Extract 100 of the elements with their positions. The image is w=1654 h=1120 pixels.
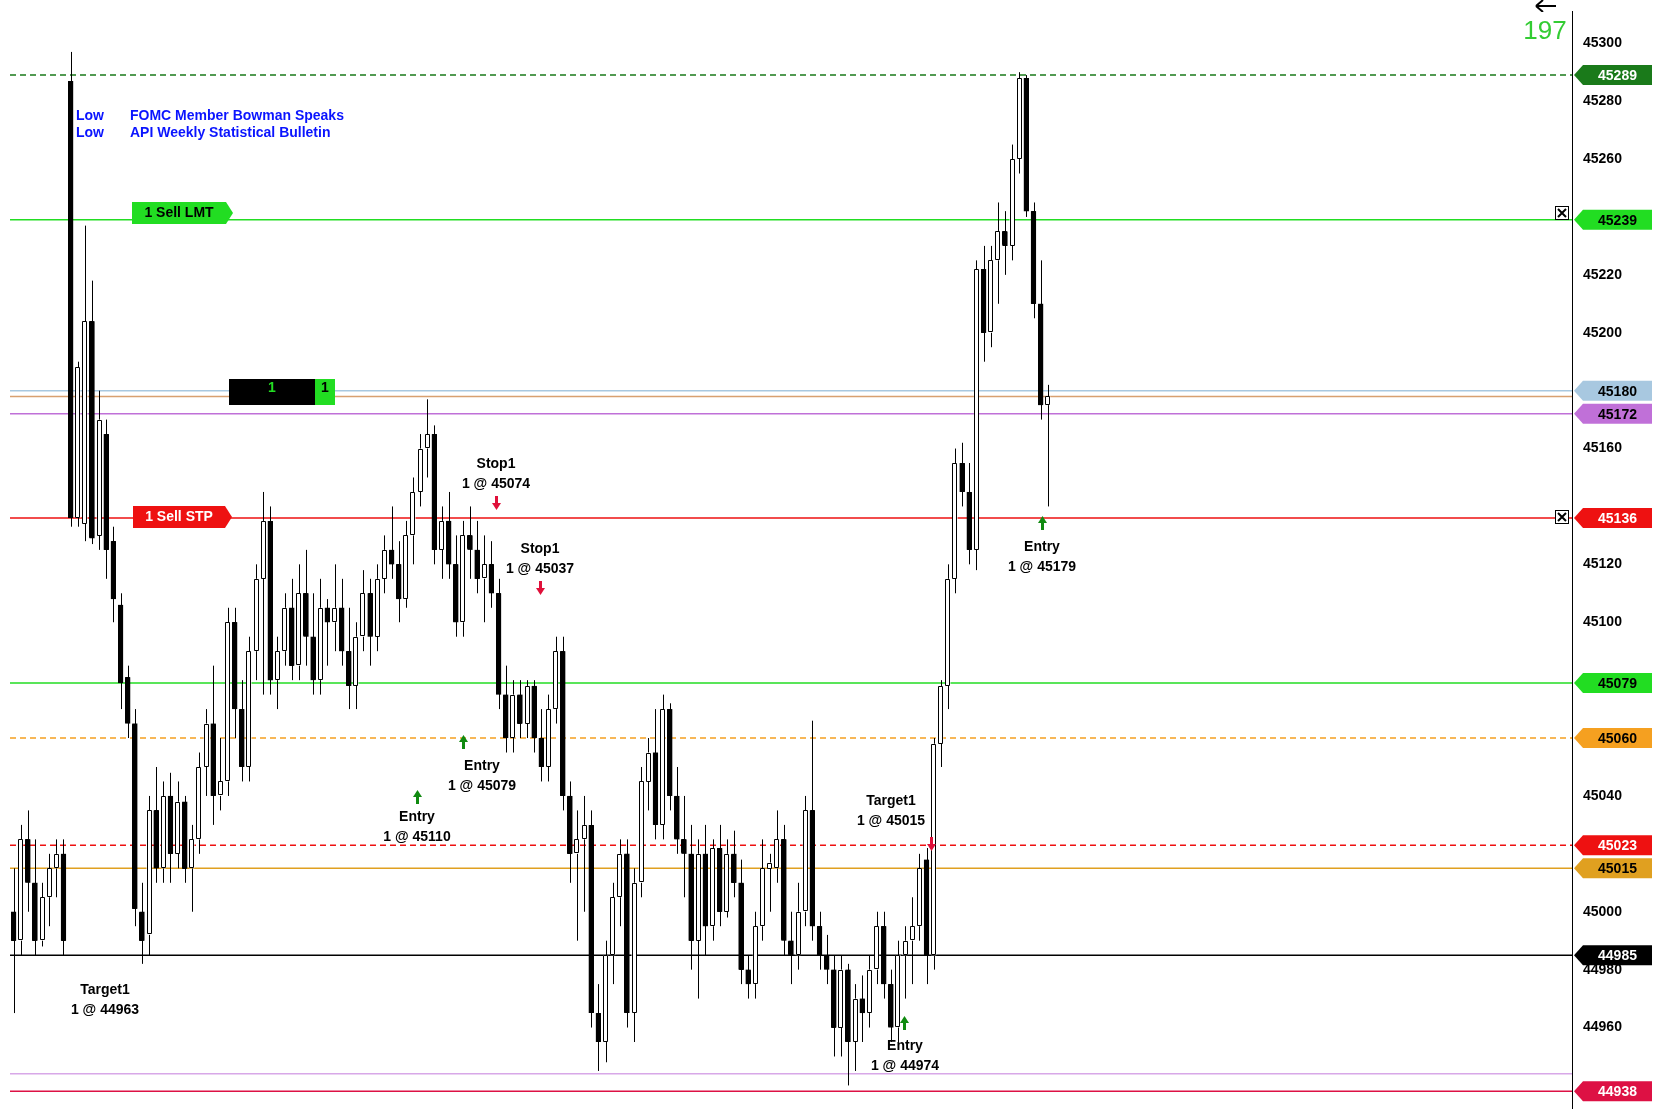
candlestick <box>125 665 131 739</box>
y-tick-label: 45260 <box>1583 149 1623 166</box>
y-tick-label: 45300 <box>1583 34 1623 51</box>
annotation: Low <box>76 106 105 123</box>
annotation: 1 <box>229 379 315 405</box>
candlestick <box>417 433 423 507</box>
ref-line-label: 45180 <box>1598 382 1638 399</box>
annotation: Entry 1 @ 45079 <box>447 756 517 793</box>
candlestick <box>1030 201 1037 319</box>
annotation: Stop1 1 @ 45037 <box>505 539 575 576</box>
candlestick <box>1016 71 1022 175</box>
candlestick <box>239 679 245 782</box>
candlestick <box>331 563 338 652</box>
candlestick <box>339 578 345 667</box>
annotation: 197 <box>1523 15 1567 46</box>
y-tick-label: 44960 <box>1583 1018 1623 1035</box>
y-tick-label: 45120 <box>1583 555 1623 572</box>
candlestick <box>189 824 195 913</box>
candlestick <box>203 708 209 797</box>
candlestick <box>282 592 288 667</box>
y-tick-label: 45160 <box>1583 439 1623 456</box>
candlestick <box>467 505 473 580</box>
candlestick <box>389 505 395 580</box>
candlestick <box>367 578 373 667</box>
candlestick <box>53 838 59 898</box>
candlestick <box>217 737 223 811</box>
candlestick <box>959 442 965 507</box>
candlestick <box>674 766 680 855</box>
candlestick <box>1038 259 1044 421</box>
ref-line-label: 44938 <box>1598 1083 1638 1100</box>
candlestick <box>966 462 972 565</box>
candlestick <box>317 578 323 696</box>
candlestick <box>46 853 52 927</box>
ref-line-label: 45136 <box>1598 509 1638 526</box>
candlestick <box>346 607 352 710</box>
annotation: Entry 1 @ 45179 <box>1007 537 1077 574</box>
ref-line-label: 45172 <box>1598 405 1638 422</box>
candlestick <box>403 520 409 609</box>
candlestick <box>938 679 944 768</box>
candlestick <box>82 225 88 542</box>
ref-line-label: 45060 <box>1598 729 1638 746</box>
ref-line-label: 44985 <box>1598 947 1638 964</box>
candlestick <box>581 795 587 913</box>
candlestick <box>460 520 466 638</box>
candlestick <box>75 361 81 528</box>
annotation: 1 <box>315 379 335 405</box>
candlestick <box>424 398 430 478</box>
candlestick <box>802 795 808 927</box>
annotation: API Weekly Statistical Bulletin <box>130 123 331 140</box>
candlestick <box>167 772 174 884</box>
candlestick <box>774 809 780 884</box>
annotation: Stop1 1 @ 45074 <box>461 454 531 491</box>
candlestick <box>1009 144 1015 261</box>
candlestick <box>545 694 552 782</box>
candlestick <box>859 974 865 1043</box>
candlestick <box>988 245 994 348</box>
candlestick <box>660 694 666 840</box>
candlestick <box>517 679 523 739</box>
candlestick <box>25 809 31 913</box>
candlestick <box>567 780 573 884</box>
candlestick <box>182 795 188 884</box>
annotation: 1 Sell STP <box>145 507 213 524</box>
candlestick <box>381 534 388 594</box>
ref-line-label: 45023 <box>1598 837 1638 854</box>
candlestick <box>153 766 159 884</box>
candlestick <box>652 708 659 840</box>
y-tick-label: 45280 <box>1583 92 1623 108</box>
candlestick <box>324 598 330 667</box>
candlestick <box>103 419 109 580</box>
annotation: 1 Sell LMT <box>144 203 215 220</box>
candlestick <box>39 882 45 947</box>
candlestick <box>353 621 359 710</box>
candlestick <box>759 838 766 942</box>
candlestick <box>1002 210 1008 276</box>
candlestick <box>224 607 231 797</box>
candlestick <box>731 830 737 898</box>
y-tick-label: 45000 <box>1583 902 1623 919</box>
candlestick <box>717 824 723 927</box>
ref-line-label: 45079 <box>1598 674 1638 691</box>
candlestick <box>510 679 516 754</box>
candlestick <box>210 665 216 826</box>
candlestick <box>617 838 623 927</box>
candlestick <box>396 540 402 623</box>
candlestick <box>524 679 530 739</box>
y-tick-label: 45040 <box>1583 786 1623 803</box>
candlestick <box>503 665 509 754</box>
candlestick <box>1045 384 1051 507</box>
candlestick <box>296 563 302 681</box>
candlestick <box>973 259 980 571</box>
candlestick <box>531 679 537 754</box>
ref-line-label: 45289 <box>1598 66 1638 83</box>
candlestick <box>488 540 495 609</box>
candlestick <box>709 838 716 942</box>
candlestick <box>232 607 238 739</box>
annotation: Target1 1 @ 45015 <box>856 791 926 828</box>
candlestick <box>374 563 380 652</box>
candlestick <box>553 636 559 725</box>
ref-line-label: 45239 <box>1598 211 1638 228</box>
candlestick <box>253 563 259 681</box>
candlestick <box>852 983 858 1072</box>
